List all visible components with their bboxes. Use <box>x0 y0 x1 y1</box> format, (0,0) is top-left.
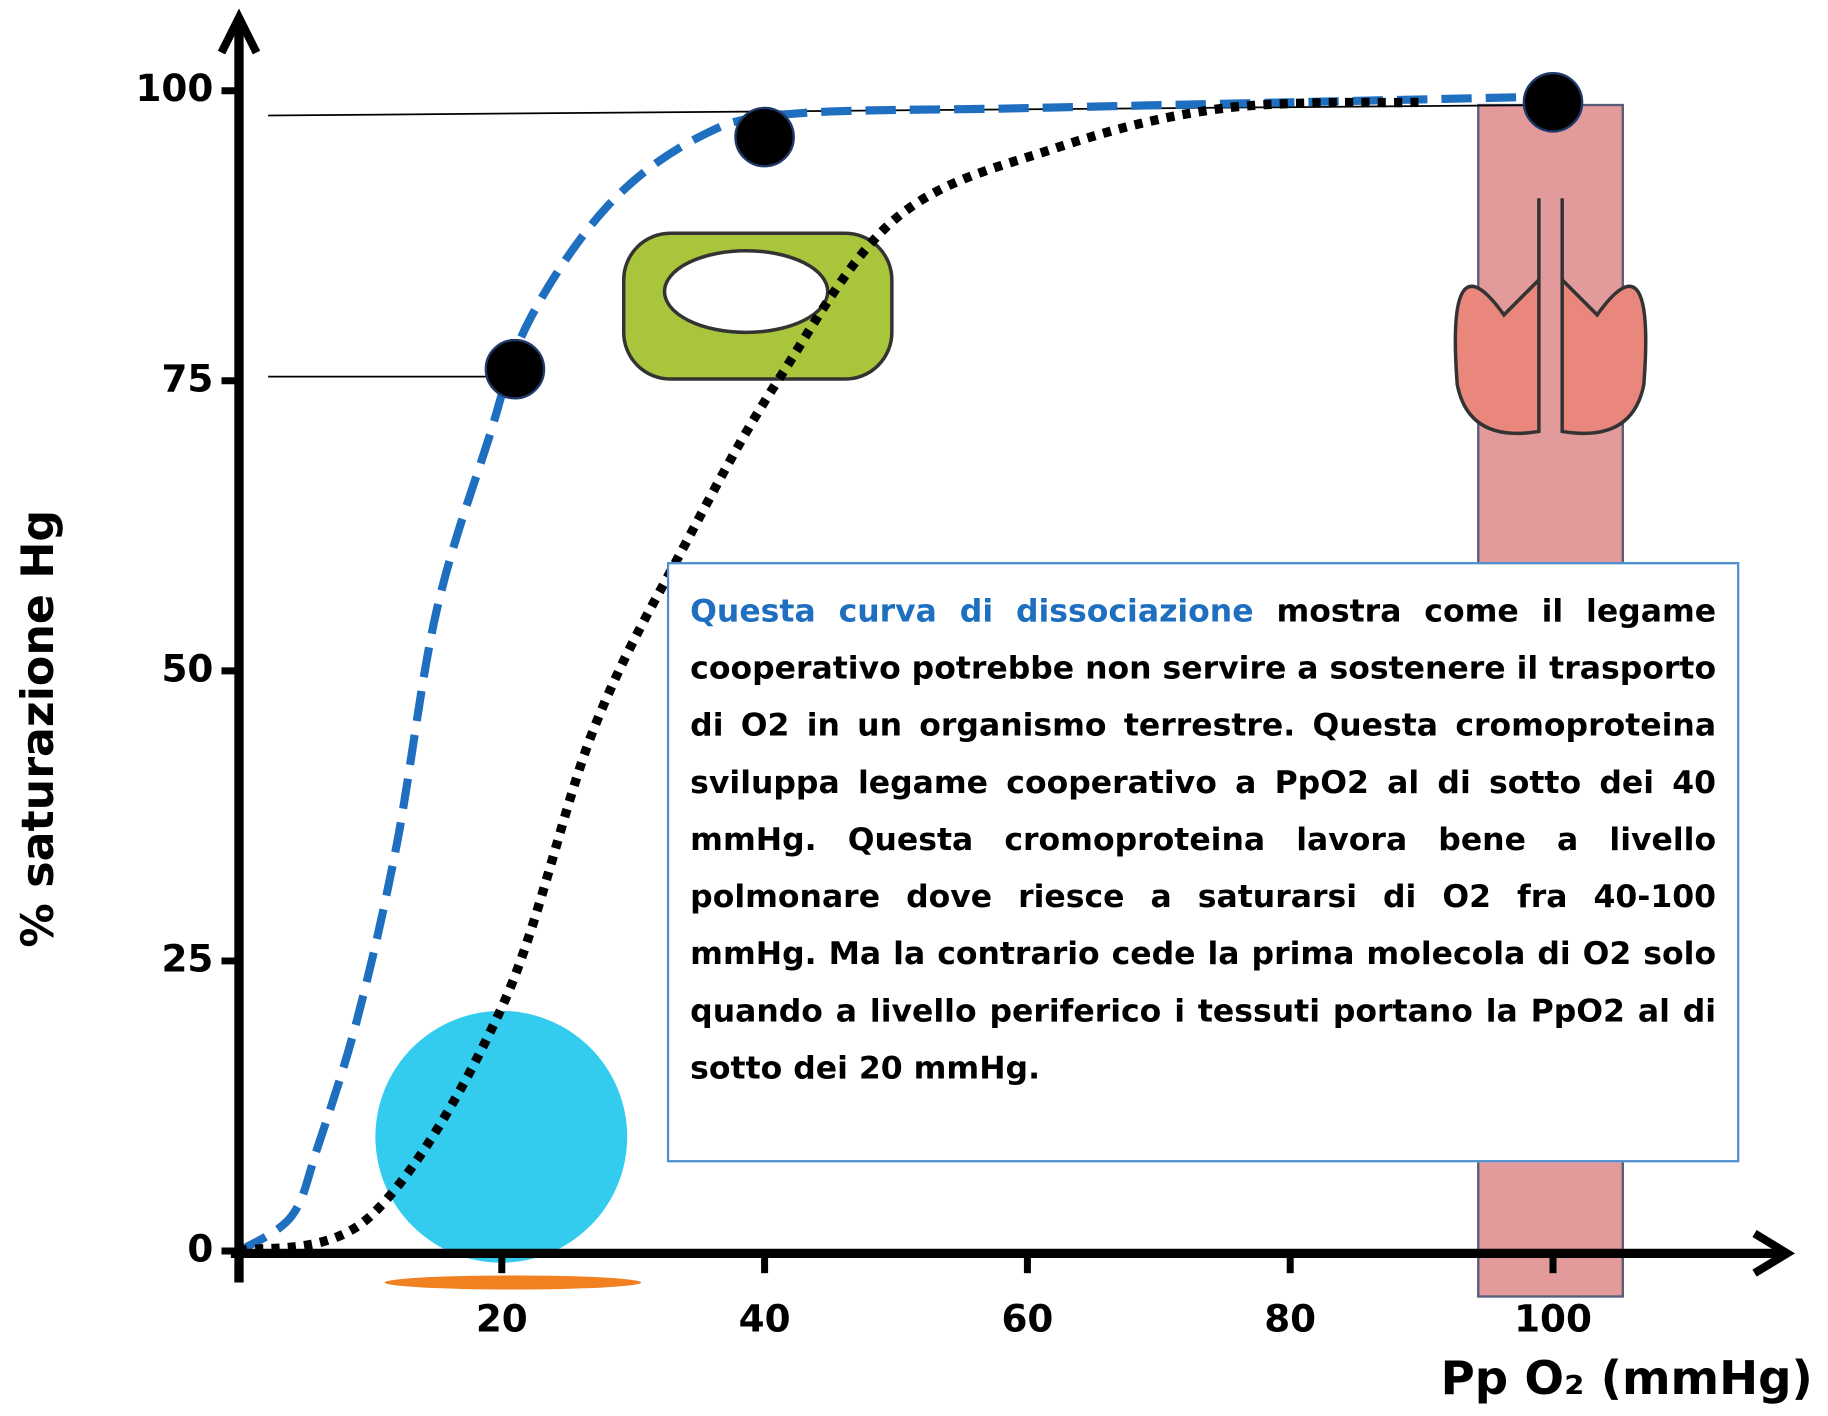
lungs-picture <box>1453 198 1648 436</box>
annotation: Questa curva di dissociazione mostra com… <box>666 562 1740 1163</box>
y-tick-label: 50 <box>161 646 213 690</box>
annotation-highlight: Questa curva di dissociazione <box>690 593 1254 630</box>
ticks: 0 25 50 75 100 20 40 60 80 100 <box>135 66 1591 1340</box>
annotation-text: mostra come il legame cooperativo potreb… <box>690 593 1717 1087</box>
x-tick-label: 60 <box>1001 1296 1053 1340</box>
x-tick-label: 100 <box>1514 1296 1592 1340</box>
axes <box>217 8 1796 1283</box>
runner-picture <box>375 1010 642 1290</box>
y-tick-label: 75 <box>161 356 213 400</box>
x-tick-label: 40 <box>739 1296 791 1340</box>
y-tick-label: 100 <box>135 66 213 110</box>
x-tick-label: 80 <box>1264 1296 1316 1340</box>
curve <box>236 92 1554 1255</box>
sleeping-picture <box>621 231 894 381</box>
guide-line <box>268 104 1551 117</box>
y-axis-label: % saturazione Hg <box>13 510 64 948</box>
plot <box>236 71 1584 1256</box>
y-tick-label: 25 <box>161 936 213 980</box>
point <box>1522 71 1584 133</box>
x-tick-label: 20 <box>476 1296 528 1340</box>
point <box>484 338 546 400</box>
point <box>734 106 795 168</box>
y-tick-label: 0 <box>187 1227 213 1271</box>
x-axis-label: Pp O₂ (mmHg) <box>1441 1351 1813 1405</box>
annotation-box: Questa curva di dissociazione mostra com… <box>666 562 1740 1163</box>
